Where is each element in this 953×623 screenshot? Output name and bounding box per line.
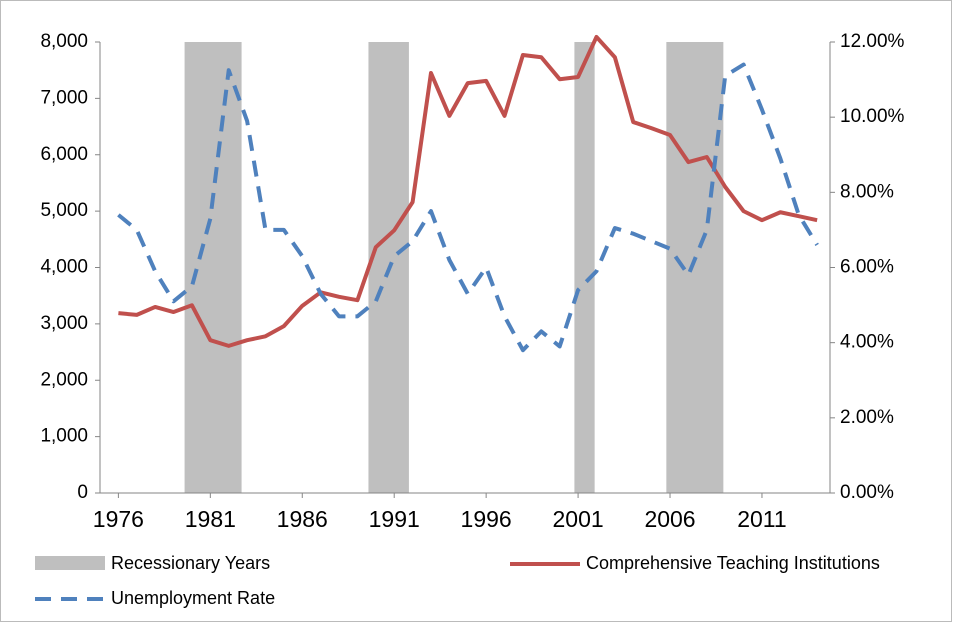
x-tick-label: 1986 <box>277 506 328 532</box>
legend-label: Unemployment Rate <box>111 588 275 608</box>
y2-tick-label: 6.00% <box>840 257 894 278</box>
x-tick-label: 1981 <box>185 506 236 532</box>
x-tick-label: 1996 <box>461 506 512 532</box>
y-tick-label: 0 <box>77 482 88 503</box>
y-tick-label: 4,000 <box>40 257 88 278</box>
legend-label: Recessionary Years <box>111 553 270 573</box>
y-tick-label: 6,000 <box>40 144 88 165</box>
y-tick-label: 7,000 <box>40 87 88 108</box>
y2-tick-label: 12.00% <box>840 31 905 52</box>
recession-band <box>184 42 242 493</box>
legend-swatch <box>35 556 105 570</box>
series-line <box>117 62 819 353</box>
y-tick-label: 3,000 <box>40 313 88 334</box>
recession-band <box>574 42 595 493</box>
x-tick-label: 2001 <box>552 506 603 532</box>
x-tick-label: 2011 <box>737 506 786 532</box>
series-line <box>118 34 818 348</box>
y-tick-label: 2,000 <box>40 369 88 390</box>
y2-tick-label: 2.00% <box>840 407 894 428</box>
x-tick-label: 1991 <box>369 506 420 532</box>
legend-label: Comprehensive Teaching Institutions <box>586 553 880 573</box>
y-tick-label: 1,000 <box>40 426 88 447</box>
y-tick-label: 8,000 <box>40 31 88 52</box>
y2-tick-label: 0.00% <box>840 482 894 503</box>
y2-tick-label: 8.00% <box>840 181 894 202</box>
recession-band <box>666 42 724 493</box>
x-tick-label: 2006 <box>644 506 695 532</box>
y-tick-label: 5,000 <box>40 200 88 221</box>
y2-tick-label: 4.00% <box>840 332 894 353</box>
y2-tick-label: 10.00% <box>840 106 905 127</box>
x-tick-label: 1976 <box>93 506 144 532</box>
